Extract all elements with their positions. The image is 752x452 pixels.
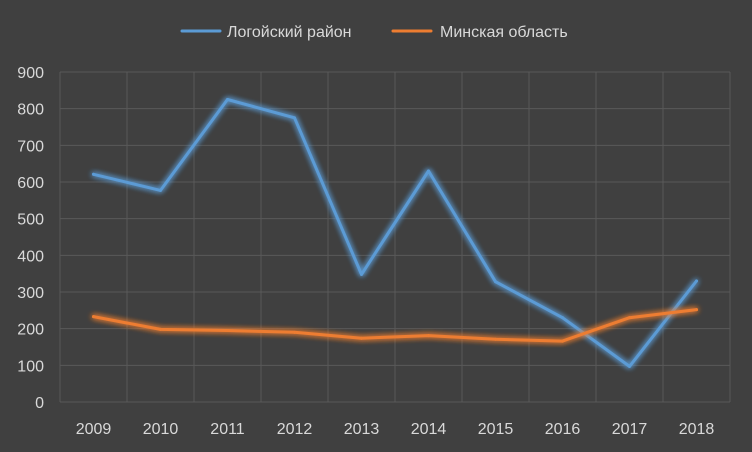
- y-tick-label: 200: [17, 322, 44, 339]
- data-point: [427, 334, 430, 338]
- data-point: [293, 116, 296, 120]
- y-tick-label: 800: [17, 102, 44, 119]
- legend: Логойский район Минская область: [180, 24, 568, 41]
- series-line-1: [92, 308, 698, 343]
- x-tick-label: 2016: [545, 421, 581, 438]
- x-tick-label: 2010: [143, 421, 179, 438]
- y-tick-label: 600: [17, 175, 44, 192]
- data-point: [695, 279, 698, 283]
- y-tick-label: 500: [17, 212, 44, 229]
- data-point: [360, 336, 363, 340]
- x-tick-label: 2014: [411, 421, 447, 438]
- data-point: [427, 169, 430, 173]
- data-point: [561, 316, 564, 320]
- data-point: [494, 280, 497, 284]
- x-tick-label: 2018: [679, 421, 715, 438]
- series-lines: [92, 98, 698, 368]
- data-point: [360, 272, 363, 276]
- x-tick-label: 2009: [76, 421, 112, 438]
- y-tick-label: 0: [35, 395, 44, 412]
- x-tick-label: 2011: [210, 421, 245, 438]
- data-point: [695, 308, 698, 312]
- data-point: [628, 316, 631, 320]
- y-tick-label: 400: [17, 248, 44, 265]
- y-axis-ticks: 0 100 200 300 400 500 600 700 800 900: [17, 65, 44, 412]
- data-point: [561, 339, 564, 343]
- x-tick-label: 2013: [344, 421, 380, 438]
- y-tick-label: 300: [17, 285, 44, 302]
- data-point: [159, 188, 162, 192]
- data-point: [92, 315, 95, 319]
- x-tick-label: 2017: [612, 421, 648, 438]
- y-tick-label: 100: [17, 358, 44, 375]
- legend-label: Минская область: [440, 24, 568, 41]
- data-point: [226, 98, 229, 101]
- data-point: [226, 329, 229, 332]
- x-tick-label: 2012: [277, 421, 313, 438]
- data-point: [494, 337, 497, 341]
- x-axis-ticks: 2009 2010 2011 2012 2013 2014 2015 2016 2017 2018: [76, 421, 715, 438]
- y-tick-label: 700: [17, 138, 44, 155]
- data-point: [92, 172, 95, 176]
- gridlines: [59, 71, 731, 403]
- data-point: [159, 327, 162, 331]
- x-tick-label: 2015: [478, 421, 514, 438]
- series-line-0: [92, 98, 698, 368]
- y-tick-label: 900: [17, 65, 44, 82]
- data-point: [293, 330, 296, 334]
- legend-label: Логойский район: [227, 24, 352, 41]
- data-point: [628, 364, 631, 368]
